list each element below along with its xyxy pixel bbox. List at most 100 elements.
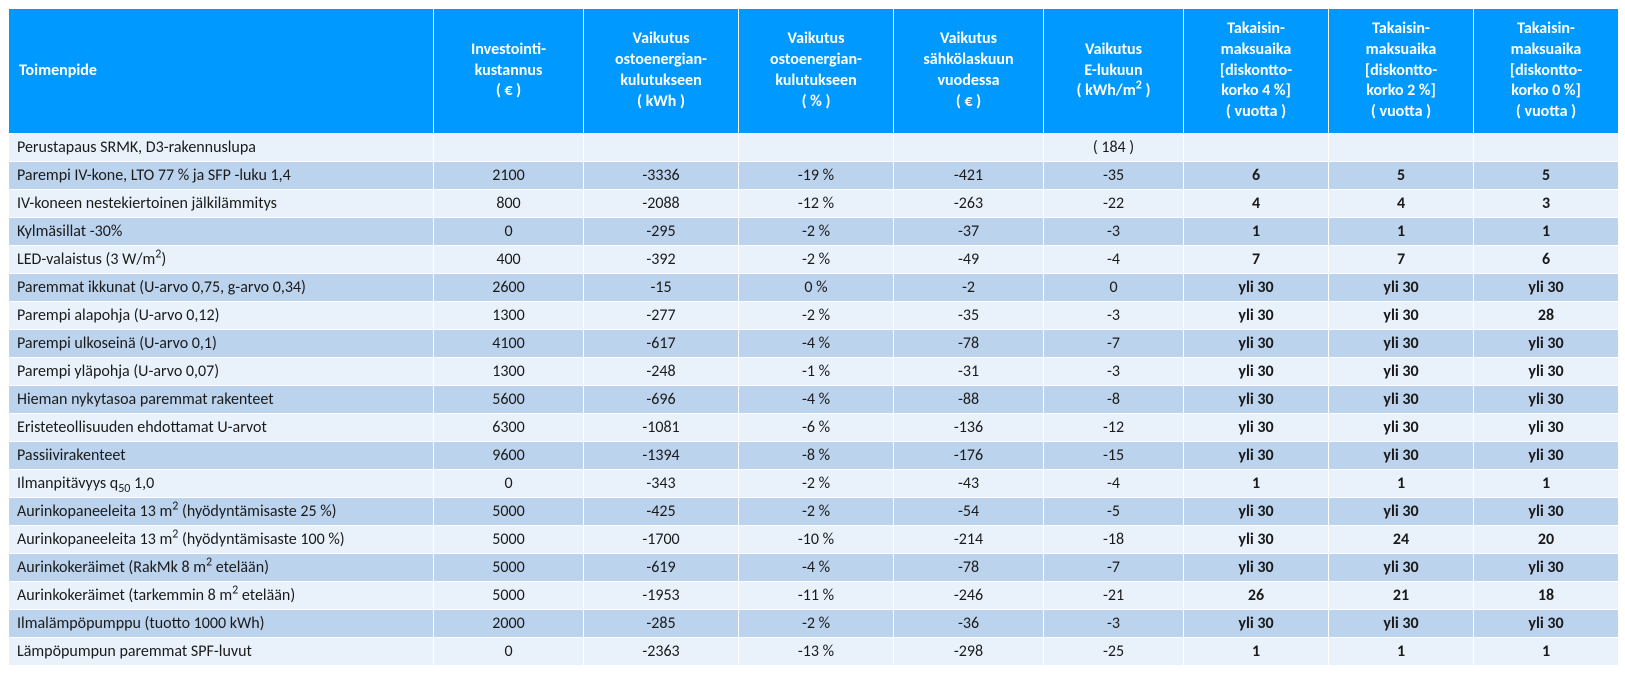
cell: -1700 bbox=[584, 525, 739, 553]
row-label: Parempi yläpohja (U-arvo 0,07) bbox=[9, 357, 434, 385]
cell: 6300 bbox=[434, 413, 584, 441]
cell: -1 % bbox=[739, 357, 894, 385]
row-label: Paremmat ikkunat (U-arvo 0,75, g-arvo 0,… bbox=[9, 273, 434, 301]
table-row: Parempi IV-kone, LTO 77 % ja SFP -luku 1… bbox=[9, 161, 1619, 189]
cell: -36 bbox=[894, 609, 1044, 637]
cell bbox=[584, 133, 739, 161]
col-header-0: Toimenpide bbox=[9, 9, 434, 134]
cell: -19 % bbox=[739, 161, 894, 189]
cell: -78 bbox=[894, 329, 1044, 357]
cell: 2100 bbox=[434, 161, 584, 189]
cell: -277 bbox=[584, 301, 739, 329]
table-row: Aurinkopaneeleita 13 m2 (hyödyntämisaste… bbox=[9, 525, 1619, 553]
col-header-6: Takaisin-maksuaika[diskontto-korko 4 %](… bbox=[1184, 9, 1329, 134]
cell: yli 30 bbox=[1329, 553, 1474, 581]
row-label: Parempi ulkoseinä (U-arvo 0,1) bbox=[9, 329, 434, 357]
cell: -619 bbox=[584, 553, 739, 581]
cell: -7 bbox=[1044, 553, 1184, 581]
col-header-5: VaikutusE-lukuun( kWh/m2 ) bbox=[1044, 9, 1184, 134]
row-label: Passiivirakenteet bbox=[9, 441, 434, 469]
cell: 5000 bbox=[434, 581, 584, 609]
cell: -3 bbox=[1044, 357, 1184, 385]
table-header-row: ToimenpideInvestointi-kustannus( € )Vaik… bbox=[9, 9, 1619, 134]
cell: yli 30 bbox=[1184, 329, 1329, 357]
cell: -11 % bbox=[739, 581, 894, 609]
row-label: Hieman nykytasoa paremmat rakenteet bbox=[9, 385, 434, 413]
cell: -8 bbox=[1044, 385, 1184, 413]
cell: yli 30 bbox=[1474, 329, 1619, 357]
cell: -35 bbox=[894, 301, 1044, 329]
cell: yli 30 bbox=[1474, 497, 1619, 525]
row-label: Aurinkopaneeleita 13 m2 (hyödyntämisaste… bbox=[9, 497, 434, 525]
cell: 0 bbox=[434, 217, 584, 245]
cell: 4 bbox=[1329, 189, 1474, 217]
cell: -392 bbox=[584, 245, 739, 273]
cell: 7 bbox=[1329, 245, 1474, 273]
cell: yli 30 bbox=[1474, 553, 1619, 581]
cell: -12 bbox=[1044, 413, 1184, 441]
cell: yli 30 bbox=[1184, 497, 1329, 525]
cell: yli 30 bbox=[1329, 357, 1474, 385]
cell: -12 % bbox=[739, 189, 894, 217]
cell: yli 30 bbox=[1184, 609, 1329, 637]
cell: 1 bbox=[1184, 469, 1329, 497]
cell: 1300 bbox=[434, 301, 584, 329]
row-label: Aurinkopaneeleita 13 m2 (hyödyntämisaste… bbox=[9, 525, 434, 553]
row-label: Kylmäsillat -30% bbox=[9, 217, 434, 245]
cell: -4 bbox=[1044, 469, 1184, 497]
cell: 1 bbox=[1329, 217, 1474, 245]
cell: yli 30 bbox=[1329, 273, 1474, 301]
cell: -2 % bbox=[739, 609, 894, 637]
cell: -2 bbox=[894, 273, 1044, 301]
row-label: Ilmanpitävyys q50 1,0 bbox=[9, 469, 434, 497]
cell: yli 30 bbox=[1184, 357, 1329, 385]
cell: yli 30 bbox=[1184, 273, 1329, 301]
cell: yli 30 bbox=[1474, 609, 1619, 637]
table-row: Eristeteollisuuden ehdottamat U-arvot630… bbox=[9, 413, 1619, 441]
cell: yli 30 bbox=[1329, 301, 1474, 329]
cell: -2 % bbox=[739, 497, 894, 525]
col-header-4: Vaikutussähkölaskuunvuodessa( € ) bbox=[894, 9, 1044, 134]
cell: -246 bbox=[894, 581, 1044, 609]
cell: yli 30 bbox=[1329, 385, 1474, 413]
cell: -35 bbox=[1044, 161, 1184, 189]
cell: 1 bbox=[1474, 637, 1619, 665]
cell: -2 % bbox=[739, 301, 894, 329]
cell: yli 30 bbox=[1184, 301, 1329, 329]
cell: yli 30 bbox=[1329, 609, 1474, 637]
cell: -2 % bbox=[739, 245, 894, 273]
col-header-2: Vaikutusostoenergian-kulutukseen( kWh ) bbox=[584, 9, 739, 134]
table-row: IV-koneen nestekiertoinen jälkilämmitys8… bbox=[9, 189, 1619, 217]
cell: 18 bbox=[1474, 581, 1619, 609]
cell: 28 bbox=[1474, 301, 1619, 329]
cell: -214 bbox=[894, 525, 1044, 553]
cell: -3 bbox=[1044, 609, 1184, 637]
cell: yli 30 bbox=[1329, 497, 1474, 525]
cell: 0 bbox=[434, 469, 584, 497]
cell: 7 bbox=[1184, 245, 1329, 273]
cell: -285 bbox=[584, 609, 739, 637]
cell: 6 bbox=[1474, 245, 1619, 273]
cell: 1 bbox=[1329, 637, 1474, 665]
cell: -21 bbox=[1044, 581, 1184, 609]
cell: -3 bbox=[1044, 301, 1184, 329]
cell: 9600 bbox=[434, 441, 584, 469]
row-label: Eristeteollisuuden ehdottamat U-arvot bbox=[9, 413, 434, 441]
cell: -4 % bbox=[739, 385, 894, 413]
cell: -6 % bbox=[739, 413, 894, 441]
cell: -13 % bbox=[739, 637, 894, 665]
row-label: IV-koneen nestekiertoinen jälkilämmitys bbox=[9, 189, 434, 217]
row-label: Ilmalämpöpumppu (tuotto 1000 kWh) bbox=[9, 609, 434, 637]
cell: 26 bbox=[1184, 581, 1329, 609]
cell: yli 30 bbox=[1329, 441, 1474, 469]
cell: 5000 bbox=[434, 497, 584, 525]
cell: -37 bbox=[894, 217, 1044, 245]
cell: 5 bbox=[1329, 161, 1474, 189]
cell: 3 bbox=[1474, 189, 1619, 217]
cell: 0 bbox=[434, 637, 584, 665]
cell bbox=[1474, 133, 1619, 161]
cell: -1081 bbox=[584, 413, 739, 441]
cell: -88 bbox=[894, 385, 1044, 413]
row-label: Parempi alapohja (U-arvo 0,12) bbox=[9, 301, 434, 329]
cell bbox=[1329, 133, 1474, 161]
